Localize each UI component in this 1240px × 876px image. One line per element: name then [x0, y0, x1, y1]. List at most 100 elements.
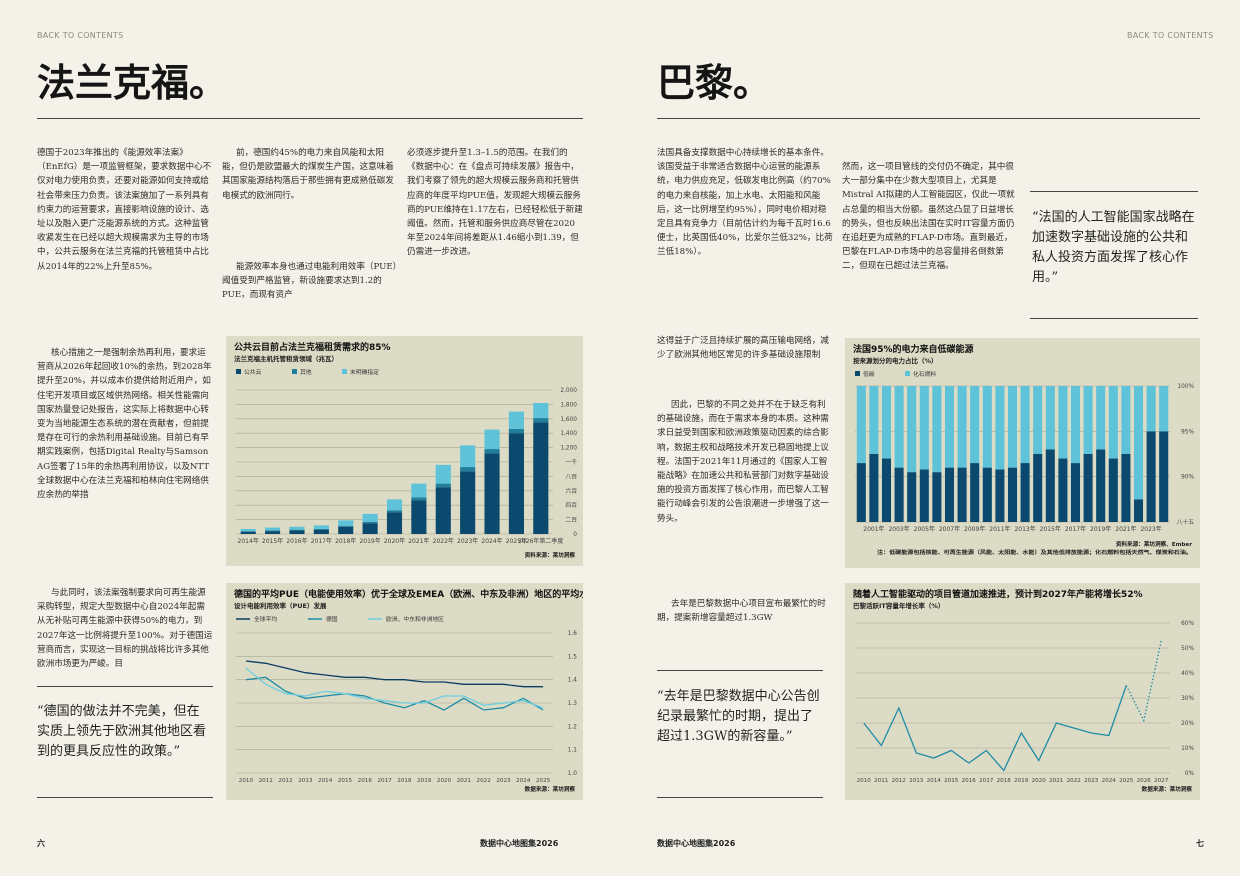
bar-segment — [533, 422, 549, 534]
bar-segment — [1096, 386, 1106, 450]
x-tick-label: 2013年 — [1014, 525, 1035, 533]
legend-swatch — [905, 371, 910, 376]
y-tick-label: 1.4 — [568, 678, 578, 684]
bar-segment — [533, 402, 549, 419]
bar-segment — [944, 386, 955, 468]
y-tick-label: 60% — [1181, 621, 1194, 627]
y-tick-label: 二百 — [565, 517, 577, 524]
y-tick-label: 1.0 — [568, 771, 578, 777]
bar-segment — [1083, 454, 1093, 522]
chart-subtitle: 法兰克福主机托管租赁领域（兆瓦） — [234, 354, 338, 363]
x-tick-label: 2015 — [338, 778, 353, 784]
bar-segment — [484, 429, 500, 450]
x-tick-label: 2024 — [1102, 778, 1117, 784]
y-tick-label: 0 — [573, 532, 577, 538]
legend-label: 其他 — [300, 368, 312, 376]
paragraph: 因此，巴黎的不同之处并不在于缺乏有利的基础设施，而在于需求本身的本质。这种需求日… — [657, 400, 829, 524]
legend-label: 化石燃料 — [913, 370, 936, 378]
paragraph: 去年是巴黎数据中心项目宣布最繁忙的时期，提案新增容量超过1.3GW — [657, 599, 826, 624]
chart-note: 注：低碳能源包括核能、可再生能源（风能、太阳能、水能）及其他低排放能源；化石燃料… — [877, 548, 1192, 556]
x-tick-label: 2014 — [318, 778, 333, 784]
x-tick-label: 2011年 — [989, 525, 1010, 533]
back-link[interactable]: BACK TO CONTENTS — [37, 31, 124, 40]
bar-segment — [1033, 454, 1043, 522]
bar-segment — [1007, 467, 1018, 522]
x-tick-label: 2016 — [358, 778, 373, 784]
chart-title: 随着人工智能驱动的项目管道加速推进，预计到2027年产能将增长52% — [853, 588, 1143, 600]
bar-segment — [881, 458, 892, 522]
bar-segment — [1159, 386, 1169, 432]
page-number: 七 — [1196, 839, 1204, 848]
bar-segment — [1133, 499, 1144, 522]
rule — [657, 797, 823, 798]
legend-swatch — [855, 371, 860, 376]
bar-segment — [856, 463, 866, 522]
x-tick-label: 2019 — [417, 778, 432, 784]
page-title: 法兰克福。 — [37, 61, 228, 105]
chart-source: 数据来源：莱坊洞察 — [1142, 785, 1193, 793]
bar-segment — [265, 530, 281, 532]
x-tick-label: 2012 — [892, 778, 906, 784]
legend-swatch — [292, 369, 297, 374]
bar-segment — [338, 526, 354, 534]
legend-label: 全球平均 — [254, 615, 277, 623]
x-tick-label: 2023 — [496, 778, 511, 784]
bar-segment — [435, 483, 451, 488]
y-tick-label: 1.2 — [568, 724, 578, 730]
x-tick-label: 2022 — [1067, 778, 1081, 784]
y-tick-label: 2,000 — [560, 388, 577, 394]
paragraph: 这得益于广泛且持续扩展的高压输电网络，减少了欧洲其他地区常见的许多基础设施限制 — [657, 336, 829, 361]
y-tick-label: 六百 — [565, 487, 577, 495]
bar-segment — [386, 499, 403, 511]
bar-segment — [1083, 386, 1093, 454]
bar-segment — [1007, 386, 1018, 468]
y-tick-label: 1,200 — [560, 446, 577, 452]
x-tick-label: 2010 — [857, 778, 872, 784]
bar-segment — [240, 531, 256, 532]
page-number: 六 — [37, 839, 45, 848]
y-tick-label: 八十五 — [1177, 518, 1195, 526]
bar-segment — [970, 386, 980, 464]
chart-title: 德国的平均PUE（电能使用效率）优于全球及EMEA（欧洲、中东及非洲）地区的平均… — [234, 588, 583, 600]
y-tick-label: 50% — [1181, 646, 1194, 652]
chart-source: 资料来源：莱坊洞察、Ember — [1116, 540, 1192, 548]
chart-title: 法国95%的电力来自低碳能源 — [853, 343, 974, 355]
bar-segment — [508, 433, 524, 534]
bar-segment — [313, 528, 329, 530]
pull-quote: “德国的做法并不完美，但在实质上领先于欧洲其他地区看到的更具反应性的政策。” — [37, 704, 207, 759]
bar-segment — [289, 526, 305, 530]
bar-segment — [919, 469, 929, 522]
bar-segment — [1020, 386, 1030, 464]
y-tick-label: 1.3 — [568, 701, 578, 707]
y-tick-label: 八百 — [565, 473, 577, 480]
x-tick-label: 2021年 — [1115, 525, 1136, 533]
paragraph: 德国于2023年推出的《能源效率法案》（EnEfG）是一项监管框架，要求数据中心… — [37, 148, 212, 272]
paragraph: 与此同时，该法案强制要求向可再生能源采购转型，规定大型数据中心自2024年起需从… — [37, 588, 213, 670]
bar-segment — [362, 521, 378, 524]
y-tick-label: 100% — [1177, 384, 1194, 390]
x-tick-label: 2026 — [1137, 778, 1152, 784]
x-tick-label: 2019年 — [1090, 525, 1111, 533]
bar-segment — [1070, 463, 1081, 522]
y-tick-label: 1,800 — [560, 402, 577, 408]
x-tick-label: 2021年 — [408, 537, 429, 545]
x-tick-label: 2017年 — [311, 537, 332, 545]
bar-segment — [881, 386, 892, 459]
bar-segment — [460, 445, 476, 468]
bar-segment — [386, 512, 403, 534]
bar-segment — [435, 464, 451, 484]
line-series — [245, 667, 544, 709]
bar-segment — [508, 411, 524, 429]
bar-segment — [907, 386, 917, 473]
bar-segment — [313, 525, 329, 529]
x-tick-label: 2015年 — [262, 537, 283, 545]
back-link[interactable]: BACK TO CONTENTS — [1127, 31, 1214, 40]
y-tick-label: 95% — [1181, 429, 1194, 435]
bar-segment — [957, 386, 967, 468]
legend-label: 未明确指定 — [350, 368, 379, 376]
y-tick-label: 1.1 — [568, 748, 578, 754]
x-tick-label: 2018 — [397, 778, 412, 784]
x-tick-label: 2015年 — [1040, 525, 1061, 533]
paragraph: 前，德国约45%的电力来自风能和太阳能，但仍是欧盟最大的煤炭生产国，这意味着其国… — [222, 148, 394, 201]
bar-segment — [338, 525, 354, 527]
